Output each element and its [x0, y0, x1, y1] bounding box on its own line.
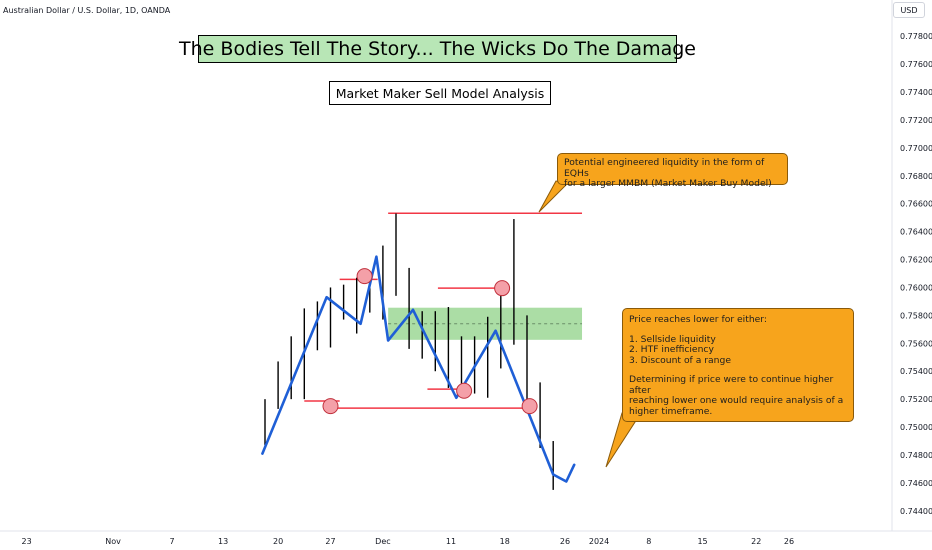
symbol-label: Australian Dollar / U.S. Dollar, 1D, OAN… [3, 6, 171, 15]
markers-group [322, 268, 538, 415]
price-tick-label: 0.74400 [900, 507, 932, 516]
price-tick-label: 0.77600 [900, 60, 932, 69]
price-axis[interactable]: 0.77800 0.77600 0.77400 0.77200 0.77000 0.768… [900, 32, 932, 516]
price-tick-label: 0.74600 [900, 479, 932, 488]
liquidity-marker [356, 268, 373, 285]
eqh-callout[interactable]: Potential engineered liquidity in the fo… [557, 153, 788, 189]
price-tick-label: 0.77400 [900, 88, 932, 97]
liquidity-marker [521, 398, 538, 415]
time-axis[interactable]: 23 Nov 7 13 20 27 Dec 11 18 26 2024 8 15 22 26 [21, 537, 794, 546]
zigzag-group [261, 255, 576, 483]
price-tick-label: 0.75800 [900, 311, 932, 320]
time-tick-label: 20 [273, 537, 283, 546]
currency-button[interactable]: USD [893, 2, 925, 18]
time-tick-label: 26 [784, 537, 794, 546]
time-tick-label: 2024 [589, 537, 609, 546]
candles-group [264, 213, 554, 490]
reasons-note-line: Determining if price were to continue hi… [629, 374, 834, 396]
eqh-callout-line: for a larger MMBM (Market Maker Buy Mode… [564, 178, 772, 190]
reasons-note-line: higher timeframe. [629, 406, 713, 418]
price-tick-label: 0.74800 [900, 451, 932, 460]
price-tick-label: 0.75600 [900, 339, 932, 348]
price-path-line [261, 255, 576, 483]
reasons-callout[interactable]: Price reaches lower for either: 1. Sells… [622, 308, 854, 422]
time-tick-label: 23 [21, 537, 31, 546]
time-tick-label: 18 [500, 537, 510, 546]
time-tick-label: 13 [218, 537, 228, 546]
reason-item: 1. Sellside liquidity [629, 333, 716, 345]
imbalance-zone-group [388, 307, 583, 340]
liquidity-marker [456, 382, 473, 399]
price-tick-label: 0.77800 [900, 32, 932, 41]
price-tick-label: 0.76000 [900, 283, 932, 292]
time-tick-label: 22 [751, 537, 761, 546]
reasons-note-line: reaching lower one would require analysi… [629, 395, 844, 407]
reasons-heading: Price reaches lower for either: [629, 314, 768, 325]
price-tick-label: 0.77200 [900, 116, 932, 125]
liquidity-marker [494, 280, 511, 297]
reason-item: 3. Discount of a range [629, 354, 731, 366]
reason-item: 2. HTF inefficiency [629, 344, 714, 356]
price-tick-label: 0.76600 [900, 200, 932, 209]
time-tick-label: 15 [697, 537, 707, 546]
time-tick-label: Dec [375, 537, 390, 546]
price-tick-label: 0.76800 [900, 172, 932, 181]
time-tick-label: Nov [105, 537, 121, 546]
price-tick-label: 0.76200 [900, 256, 932, 265]
time-tick-label: 8 [646, 537, 651, 546]
liquidity-marker [322, 398, 339, 415]
chart-title: The Bodies Tell The Story... The Wicks D… [179, 35, 696, 63]
time-tick-label: 11 [446, 537, 456, 546]
time-tick-label: 7 [169, 537, 174, 546]
chart-subtitle: Market Maker Sell Model Analysis [329, 81, 551, 105]
eqh-callout-line: Potential engineered liquidity in the fo… [564, 157, 765, 179]
price-tick-label: 0.75200 [900, 395, 932, 404]
time-tick-label: 26 [560, 537, 570, 546]
time-tick-label: 27 [325, 537, 335, 546]
price-tick-label: 0.76400 [900, 228, 932, 237]
price-tick-label: 0.77000 [900, 144, 932, 153]
price-tick-label: 0.75000 [900, 423, 932, 432]
price-tick-label: 0.75400 [900, 367, 932, 376]
